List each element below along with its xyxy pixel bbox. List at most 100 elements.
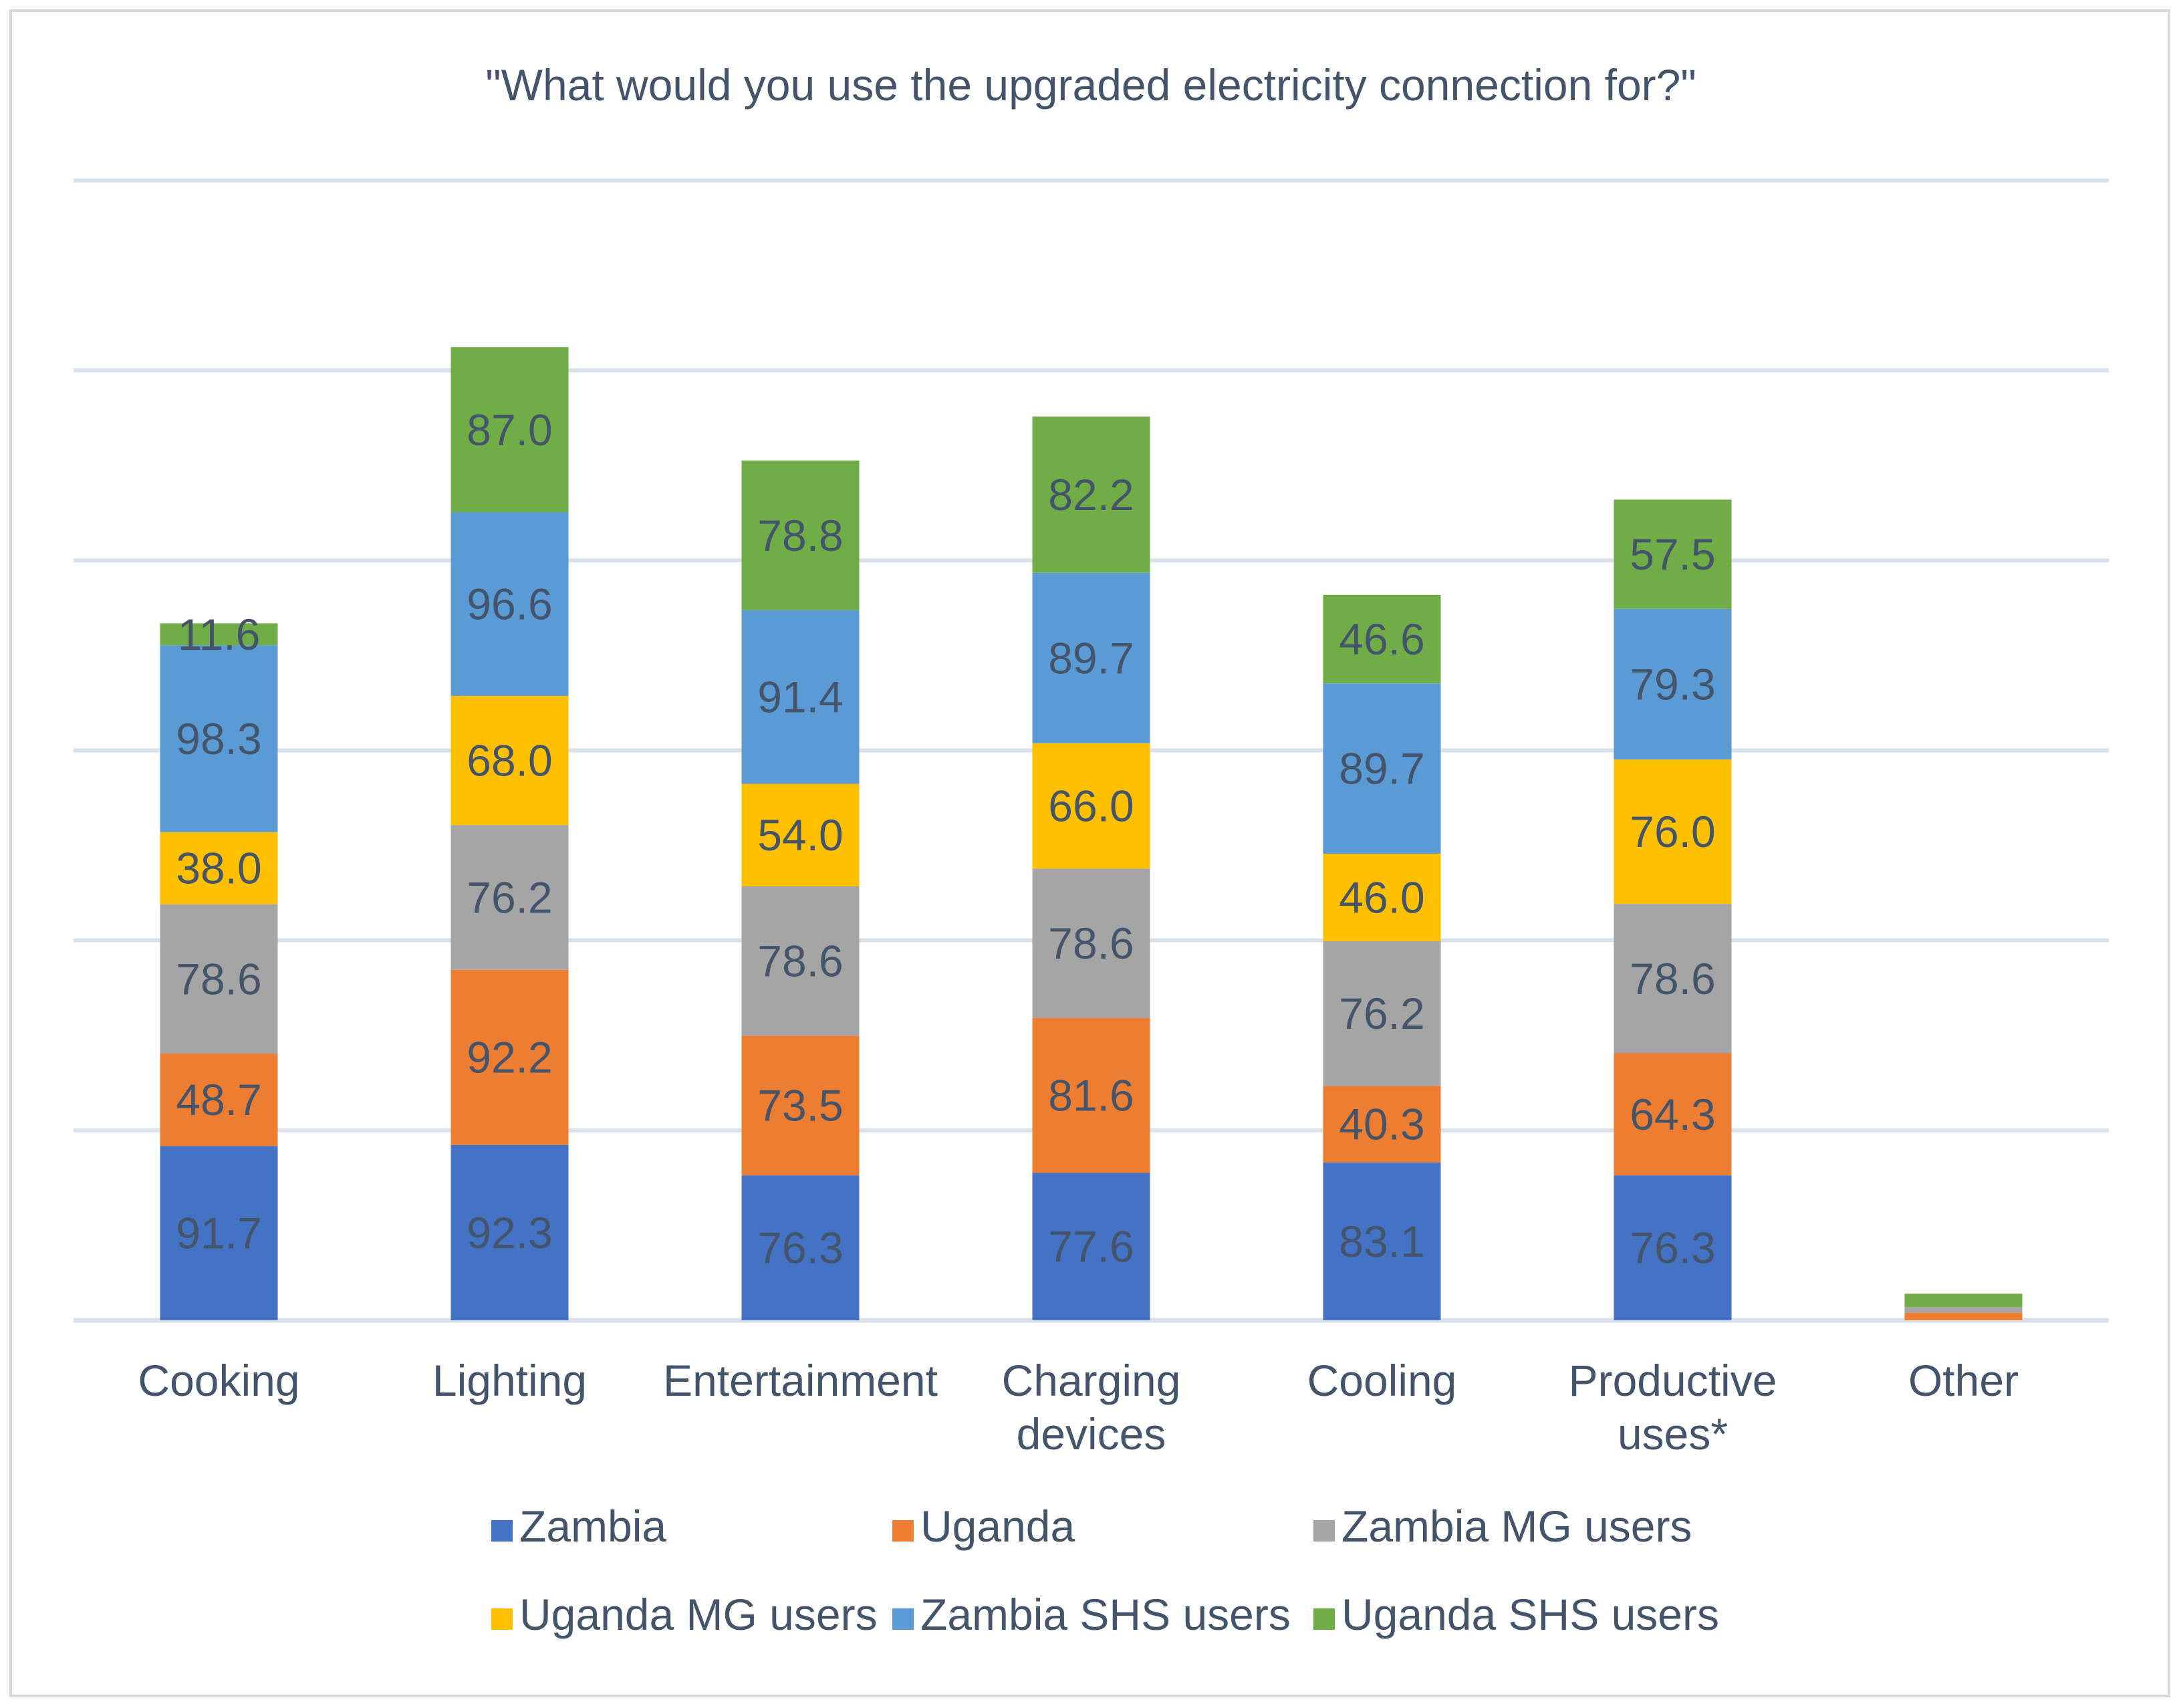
data-label: 48.7 — [176, 1075, 261, 1124]
legend-label: Uganda MG users — [519, 1590, 878, 1639]
data-label: 76.3 — [1630, 1223, 1715, 1273]
bar-segment — [1323, 1162, 1441, 1320]
category-label: Lighting — [432, 1356, 587, 1405]
data-label: 77.6 — [1048, 1222, 1134, 1271]
data-label: 89.7 — [1339, 744, 1424, 794]
bar-segment — [1323, 941, 1441, 1086]
data-label: 46.0 — [1339, 872, 1424, 922]
legend-swatch — [892, 1520, 914, 1542]
bar-segment — [1904, 1307, 2023, 1313]
data-label: 91.7 — [176, 1209, 261, 1258]
data-label: 89.7 — [1048, 633, 1134, 683]
data-label: 76.0 — [1630, 807, 1715, 856]
data-label: 68.0 — [467, 736, 552, 785]
legend-label: Zambia MG users — [1341, 1501, 1692, 1551]
bar-segment — [160, 832, 278, 904]
bar-segment — [1614, 1175, 1732, 1320]
data-label: 87.0 — [467, 405, 552, 455]
bar-segment — [1614, 759, 1732, 904]
category-label: Cooling — [1307, 1356, 1457, 1405]
bar-segment — [160, 1146, 278, 1320]
data-label: 76.2 — [1339, 989, 1424, 1038]
data-label: 57.5 — [1630, 529, 1715, 579]
legend-swatch — [892, 1608, 914, 1630]
bar-segment — [160, 623, 278, 646]
bar-segment — [1323, 1086, 1441, 1163]
bar-segment — [160, 904, 278, 1054]
category-axis-labels: Cooking Lighting Entertainment Charging devi… — [138, 1356, 2019, 1459]
legend-swatch — [491, 1608, 513, 1630]
bar-segment — [1032, 1173, 1150, 1320]
data-label: 78.6 — [176, 954, 261, 1003]
data-label: 76.3 — [757, 1223, 843, 1273]
data-label: 81.6 — [1048, 1071, 1134, 1120]
data-label: 92.3 — [467, 1208, 552, 1257]
data-label: 78.6 — [1630, 954, 1715, 1003]
data-label: 64.3 — [1630, 1090, 1715, 1139]
data-label: 78.8 — [757, 511, 843, 560]
bar-segment — [1614, 608, 1732, 760]
bar-segment — [451, 825, 569, 970]
bar-segment — [451, 969, 569, 1145]
bar-segment — [451, 512, 569, 696]
data-label: 96.6 — [467, 580, 552, 629]
bar-segment — [1032, 416, 1150, 573]
bar-segment — [1323, 854, 1441, 941]
bar-segment — [1032, 743, 1150, 869]
bar-segment — [741, 1035, 860, 1176]
bar-segment — [160, 645, 278, 832]
data-label: 78.6 — [757, 937, 843, 986]
data-label: 92.2 — [467, 1033, 552, 1082]
category-label: Charging devices — [1002, 1356, 1181, 1459]
data-label: 76.2 — [467, 872, 552, 922]
data-label: 91.4 — [757, 673, 843, 722]
bar-segment — [1032, 572, 1150, 743]
legend-label: Uganda SHS users — [1341, 1590, 1719, 1639]
bar-segment — [1323, 594, 1441, 684]
bar-segment — [1614, 499, 1732, 609]
data-label: 46.6 — [1339, 614, 1424, 664]
legend: Zambia Uganda Zambia MG users Uganda MG use… — [491, 1501, 1719, 1639]
bar-segment — [1614, 1053, 1732, 1176]
data-label: 98.3 — [176, 714, 261, 763]
bar-segment — [741, 783, 860, 886]
bar-segment — [1323, 683, 1441, 854]
bar-segment — [741, 460, 860, 610]
data-label: 83.1 — [1339, 1217, 1424, 1266]
category-label: Other — [1908, 1356, 2019, 1405]
bar-segment — [160, 1054, 278, 1146]
data-label: 11.6 — [178, 610, 261, 659]
legend-label: Uganda — [920, 1501, 1075, 1551]
legend-swatch — [491, 1520, 513, 1542]
bar-segment — [741, 610, 860, 784]
bar-segment — [1904, 1312, 2023, 1320]
bar-segment — [1032, 1017, 1150, 1173]
bar-segment — [741, 886, 860, 1036]
data-label: 79.3 — [1630, 659, 1715, 709]
bar-segment — [1614, 904, 1732, 1054]
bar-segment — [451, 347, 569, 513]
bars — [160, 347, 2023, 1320]
data-labels: 91.7 48.7 78.6 38.0 98.3 11.6 92.3 92.2 76.2 68.0… — [176, 405, 1715, 1273]
category-label: Entertainment — [663, 1356, 938, 1405]
data-label: 82.2 — [1048, 470, 1134, 519]
data-label: 40.3 — [1339, 1100, 1424, 1149]
data-label: 66.0 — [1048, 781, 1134, 830]
bar-segment — [451, 1144, 569, 1320]
category-label: Productive uses* — [1569, 1356, 1777, 1459]
bar-segment — [1032, 868, 1150, 1018]
data-label: 78.6 — [1048, 919, 1134, 968]
data-label: 38.0 — [176, 844, 261, 893]
legend-label: Zambia — [519, 1501, 666, 1551]
bar-segment — [451, 695, 569, 826]
data-label: 73.5 — [757, 1081, 843, 1130]
bar-segment — [741, 1175, 860, 1320]
category-label: Cooking — [138, 1356, 299, 1405]
bar-segment — [1904, 1294, 2023, 1308]
data-label: 54.0 — [757, 810, 843, 860]
chart-title: "What would you use the upgraded electri… — [485, 60, 1696, 110]
legend-swatch — [1313, 1608, 1335, 1630]
legend-label: Zambia SHS users — [920, 1590, 1291, 1639]
legend-swatch — [1313, 1520, 1335, 1542]
